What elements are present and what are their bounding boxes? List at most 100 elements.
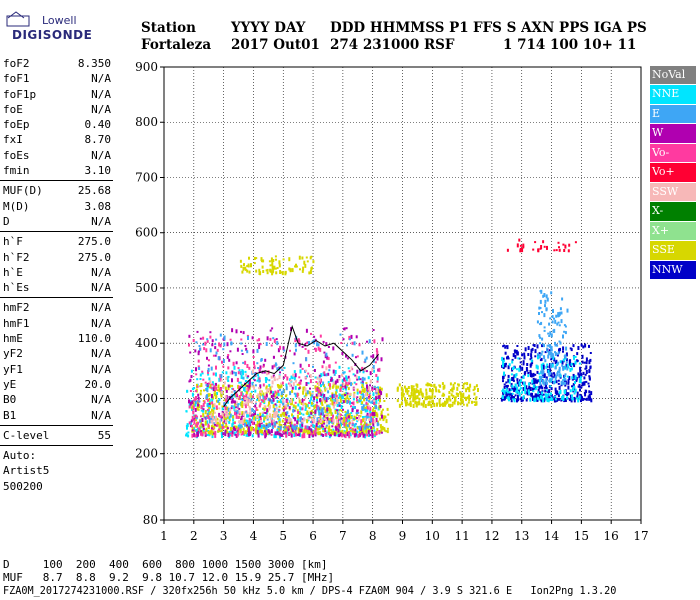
- echo-point: [194, 349, 197, 353]
- echo-point: [580, 397, 583, 401]
- echo-point: [546, 350, 548, 353]
- echo-point: [266, 336, 269, 341]
- echo-point: [242, 427, 245, 431]
- echo-point: [369, 423, 372, 426]
- echo-point: [188, 399, 190, 404]
- echo-point: [246, 269, 249, 273]
- echo-point: [358, 368, 361, 373]
- echo-point: [252, 376, 255, 380]
- echo-point: [255, 425, 258, 430]
- echo-point: [538, 306, 541, 310]
- echo-point: [190, 424, 193, 428]
- echo-point: [356, 391, 359, 395]
- echo-point: [550, 379, 552, 383]
- echo-point: [563, 355, 566, 358]
- echo-point: [408, 394, 411, 397]
- echo-point: [418, 397, 421, 401]
- echo-point: [350, 412, 353, 414]
- echo-point: [238, 381, 241, 384]
- echo-point: [256, 420, 259, 425]
- echo-point: [318, 387, 321, 390]
- echo-point: [345, 414, 348, 417]
- echo-point: [192, 433, 195, 437]
- echo-point: [370, 427, 373, 432]
- echo-point: [327, 432, 330, 435]
- echo-point: [354, 423, 357, 425]
- echo-point: [334, 426, 337, 429]
- echo-point: [364, 408, 366, 411]
- param-value: 25.68: [77, 184, 111, 198]
- echo-point: [502, 373, 505, 376]
- echo-point: [316, 342, 318, 347]
- echo-point: [367, 396, 370, 399]
- echo-point: [242, 395, 245, 398]
- echo-point: [272, 420, 275, 423]
- echo-point: [368, 434, 370, 437]
- echo-point: [278, 263, 281, 268]
- echo-point: [293, 409, 296, 412]
- echo-point: [244, 422, 247, 427]
- echo-point: [373, 400, 376, 402]
- echo-point: [522, 395, 525, 398]
- echo-point: [315, 422, 318, 427]
- echo-point: [290, 418, 293, 422]
- echo-point: [540, 352, 543, 356]
- echo-point: [249, 265, 252, 268]
- echo-point: [327, 390, 330, 394]
- echo-point: [573, 392, 576, 395]
- echo-point: [362, 418, 365, 422]
- echo-point: [514, 394, 517, 397]
- echo-point: [511, 358, 514, 361]
- echo-point: [226, 342, 229, 347]
- echo-point: [550, 291, 553, 295]
- y-tick-label: 800: [135, 115, 158, 129]
- echo-point: [292, 431, 295, 434]
- echo-point: [340, 386, 342, 390]
- echo-point: [199, 425, 202, 428]
- echo-point: [361, 425, 364, 428]
- echo-point: [366, 433, 369, 437]
- echo-point: [368, 425, 371, 428]
- echo-point: [329, 395, 332, 398]
- echo-point: [186, 426, 188, 430]
- echo-point: [250, 390, 253, 393]
- echo-point: [297, 403, 300, 407]
- echo-point: [511, 384, 514, 388]
- echo-point: [561, 297, 564, 301]
- legend-item: W: [650, 124, 696, 143]
- echo-point: [277, 389, 280, 393]
- param-separator: [0, 445, 113, 447]
- echo-point: [221, 360, 223, 364]
- echo-point: [240, 392, 243, 396]
- echo-point: [264, 412, 267, 414]
- echo-point: [202, 413, 205, 418]
- echo-point: [240, 398, 243, 401]
- echo-point: [195, 373, 198, 376]
- echo-point: [473, 392, 476, 396]
- echo-point: [428, 403, 431, 406]
- echo-point: [335, 426, 338, 431]
- x-tick-label: 11: [454, 529, 469, 543]
- echo-point: [523, 355, 526, 360]
- echo-point: [303, 260, 306, 265]
- echo-point: [261, 265, 264, 269]
- echo-point: [317, 406, 320, 411]
- echo-point: [205, 395, 208, 399]
- echo-point: [219, 387, 222, 392]
- echo-point: [319, 398, 321, 403]
- echo-point: [225, 389, 228, 393]
- legend: NoVal NNE E W Vo- Vo+ SSW X- X+ SSE NNW: [650, 66, 696, 280]
- x-tick-label: 2: [190, 529, 198, 543]
- echo-point: [227, 407, 230, 412]
- echo-point: [337, 420, 340, 423]
- echo-point: [288, 382, 291, 385]
- echo-point: [362, 386, 365, 389]
- echo-point: [232, 426, 235, 431]
- echo-point: [332, 405, 335, 409]
- echo-point: [229, 432, 232, 435]
- echo-point: [268, 401, 270, 406]
- echo-point: [468, 388, 471, 393]
- echo-point: [406, 401, 409, 404]
- echo-point: [231, 328, 234, 333]
- echo-point: [289, 432, 292, 436]
